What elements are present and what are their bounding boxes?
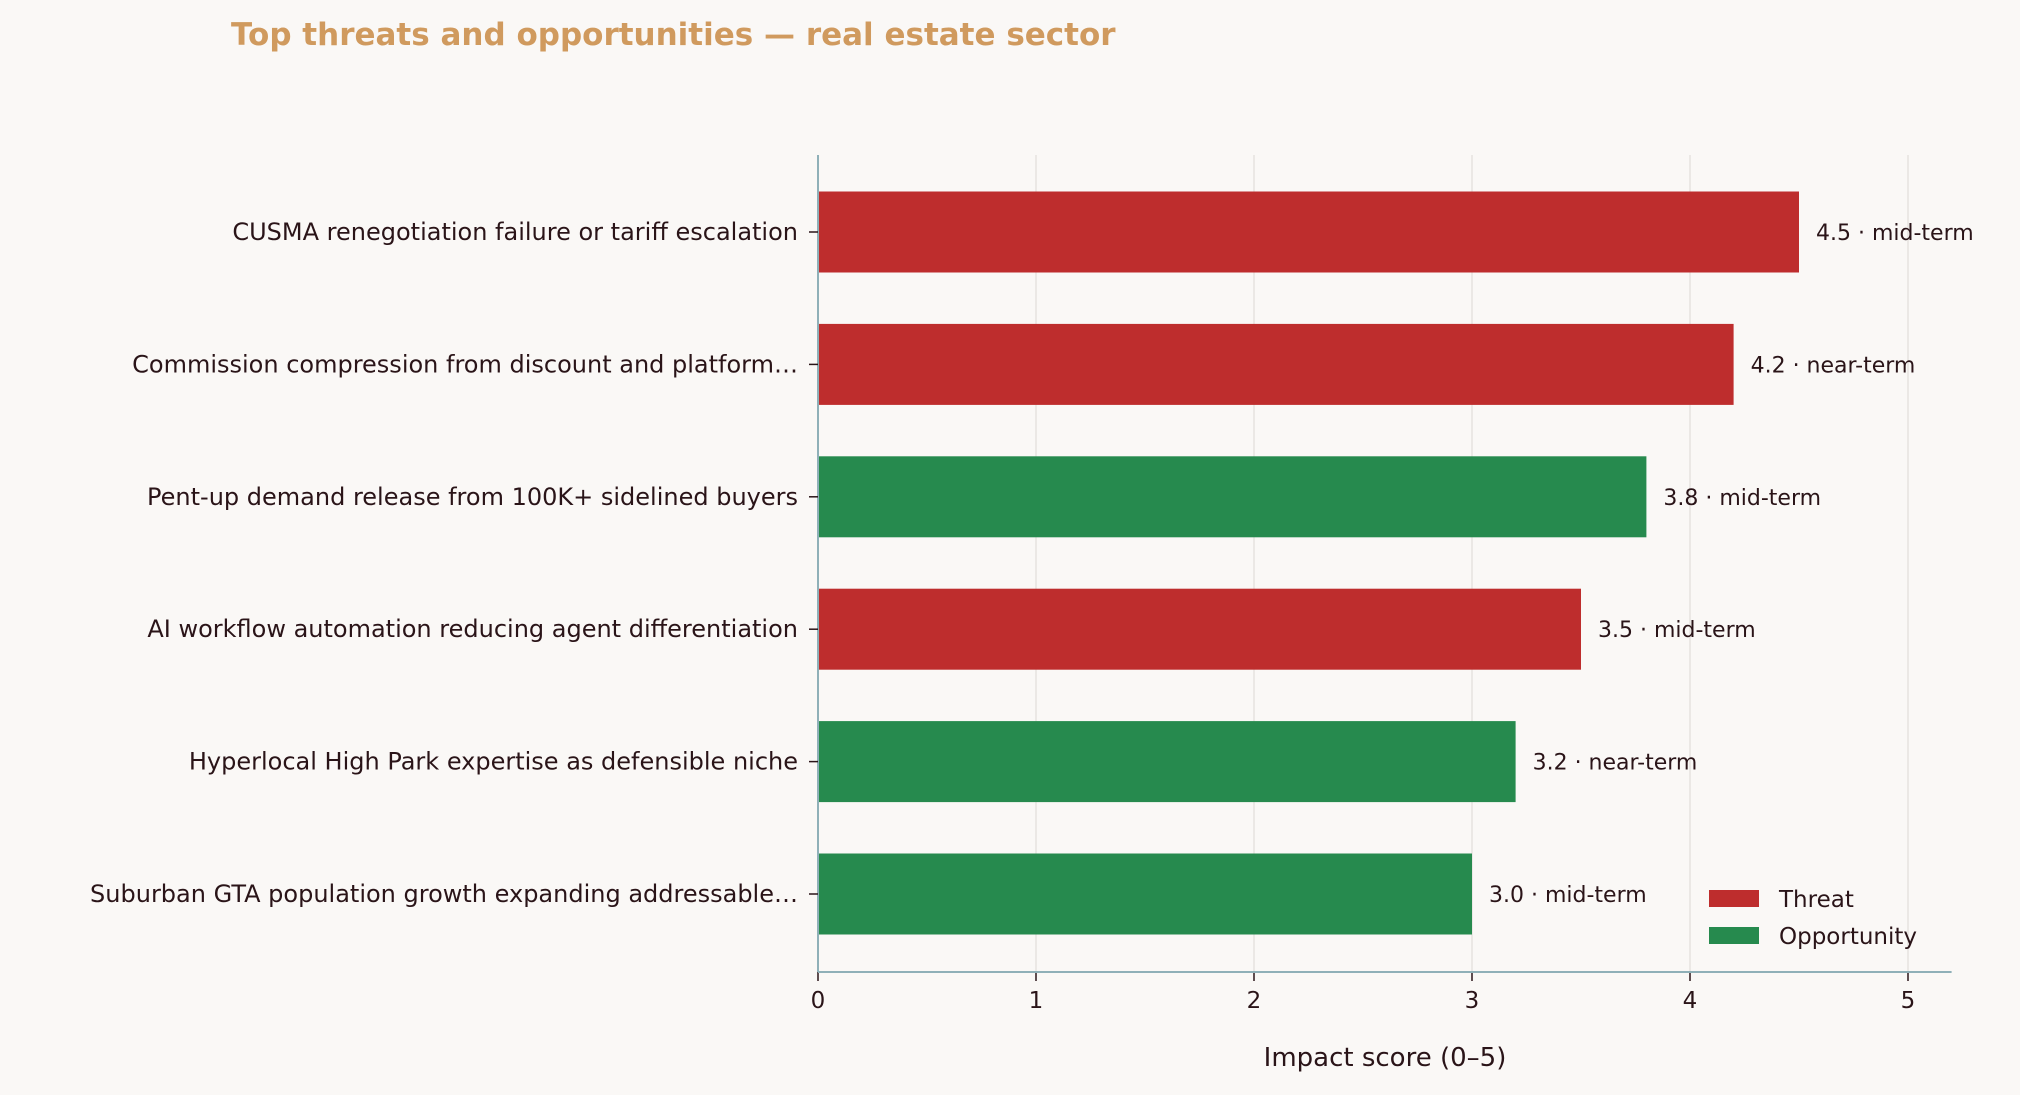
bar-threat: [818, 588, 1581, 670]
grid: [1035, 155, 1909, 972]
x-tick-label: 1: [1029, 988, 1044, 1014]
y-tick-label: CUSMA renegotiation failure or tariff es…: [232, 218, 798, 246]
bar-threat: [818, 323, 1734, 405]
x-tick-label: 3: [1465, 988, 1480, 1014]
legend-swatch: [1709, 890, 1759, 907]
x-tick-label: 0: [811, 988, 826, 1014]
x-tick-label: 4: [1683, 988, 1698, 1014]
x-tick-label: 2: [1247, 988, 1262, 1014]
x-tick-label: 5: [1901, 988, 1916, 1014]
data-label: 3.0 · mid-term: [1489, 883, 1647, 908]
bars: 4.5 · mid-term 4.2 · near-term 3.8 · mid-t…: [818, 191, 1974, 935]
y-tick-label: Pent-up demand release from 100K+ sideli…: [147, 483, 798, 511]
data-label: 3.2 · near-term: [1533, 751, 1698, 776]
legend-label: Threat: [1778, 887, 1854, 913]
chart-title: Top threats and opportunities — real est…: [231, 17, 1116, 53]
axes: 0 1 2 3 4 5 CUSMA renegotiation failure or tar…: [90, 155, 1952, 1014]
data-label: 4.5 · mid-term: [1816, 221, 1974, 246]
bar-opportunity: [818, 721, 1516, 803]
bar-opportunity: [818, 456, 1647, 538]
data-label: 3.5 · mid-term: [1598, 618, 1756, 643]
y-tick-label: Suburban GTA population growth expanding…: [90, 880, 798, 908]
legend-swatch: [1709, 927, 1759, 944]
data-label: 3.8 · mid-term: [1663, 486, 1821, 511]
y-tick-label: Hyperlocal High Park expertise as defens…: [189, 748, 798, 776]
bar-opportunity: [818, 853, 1472, 935]
x-axis-label: Impact score (0–5): [1264, 1043, 1507, 1073]
legend-label: Opportunity: [1779, 924, 1917, 950]
y-tick-label: AI workflow automation reducing agent di…: [147, 615, 798, 643]
data-label: 4.2 · near-term: [1751, 353, 1916, 378]
y-tick-label: Commission compression from discount and…: [132, 350, 798, 378]
bar-threat: [818, 191, 1799, 273]
legend: Threat Opportunity: [1709, 887, 1917, 950]
